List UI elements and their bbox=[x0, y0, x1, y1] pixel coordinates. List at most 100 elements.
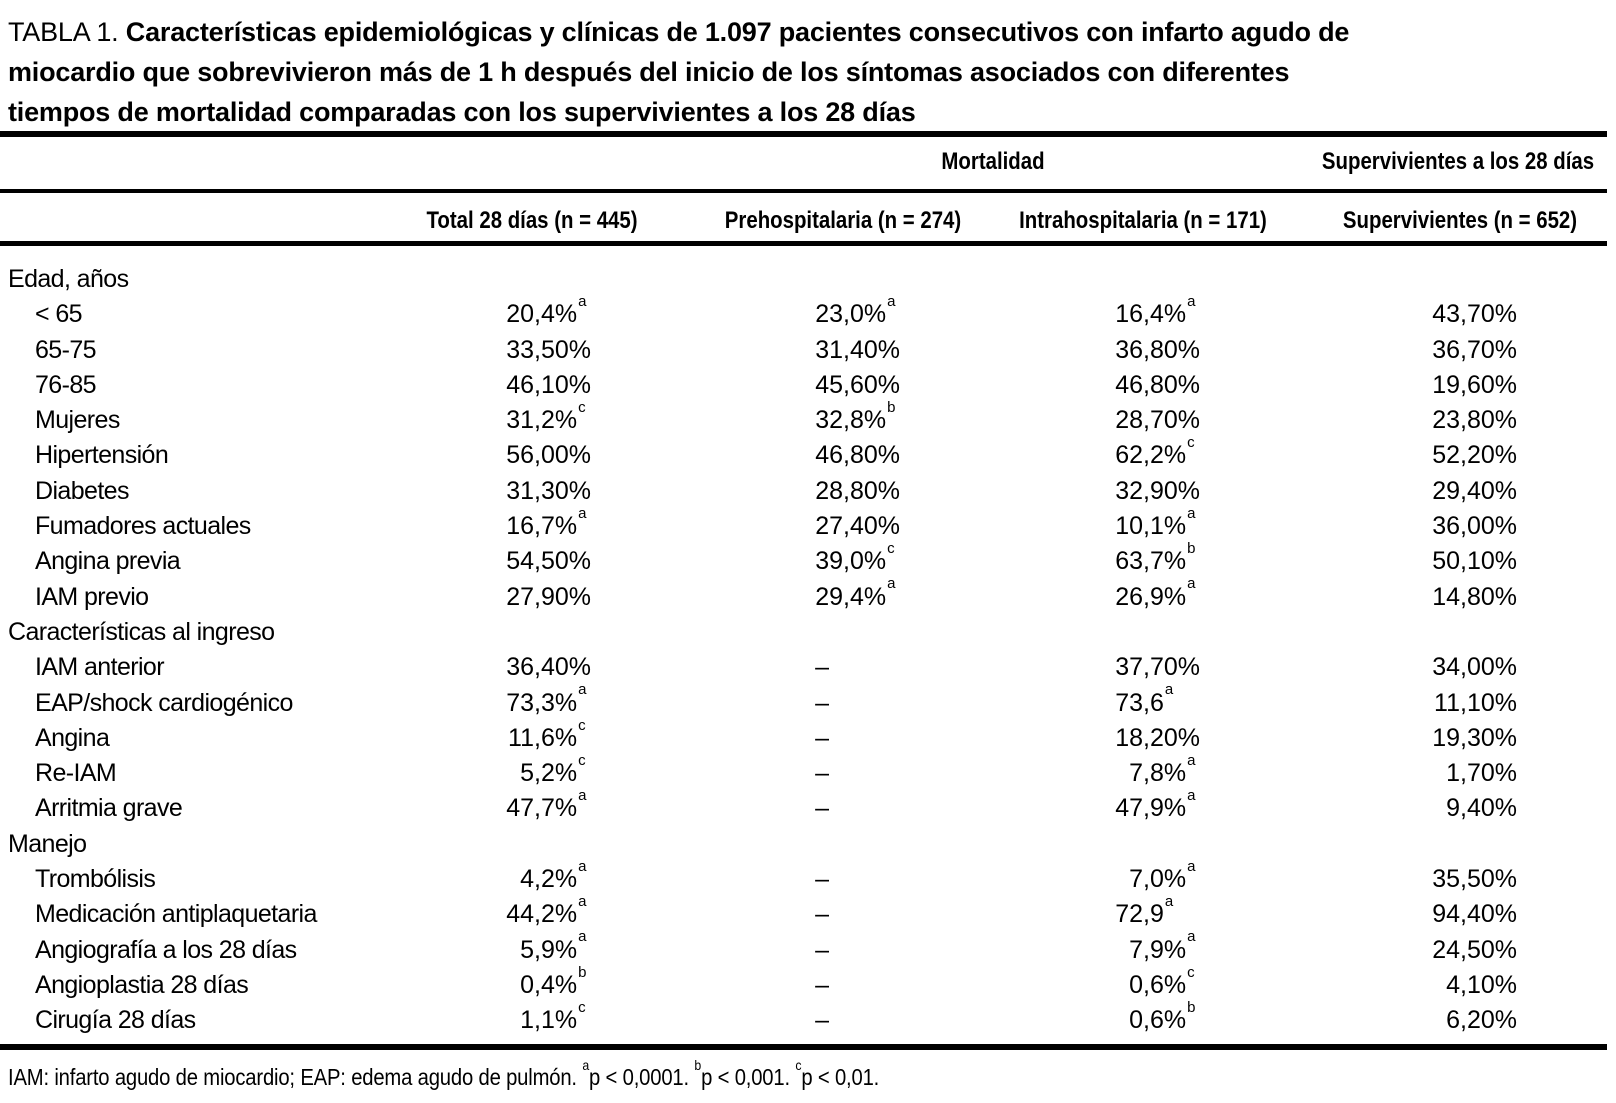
value-cell: 45,60% bbox=[713, 368, 973, 403]
value-integer-part: 34 bbox=[1432, 653, 1460, 682]
value-decimal-part: ,40% bbox=[1460, 476, 1517, 505]
value-decimal-part: ,70% bbox=[1460, 300, 1517, 329]
row-label: Medicación antiplaquetaria bbox=[35, 900, 317, 929]
value-cell: 72,9a bbox=[1013, 894, 1273, 932]
value-cell: 10,1%a bbox=[1013, 504, 1273, 544]
value-cell: 35,50% bbox=[1330, 862, 1590, 897]
value-cell: 26,9%a bbox=[1013, 576, 1273, 615]
value-integer-part: – bbox=[815, 865, 829, 894]
value-decimal-part: ,2%a bbox=[534, 893, 587, 929]
footnote-marker: a bbox=[578, 928, 587, 946]
value-decimal-part: ,90% bbox=[1143, 476, 1200, 505]
value-integer-part: 31 bbox=[815, 335, 843, 364]
value-cell: 5,9%a bbox=[404, 928, 664, 968]
row-label: IAM anterior bbox=[35, 653, 165, 682]
value-integer-part: 47 bbox=[506, 794, 534, 823]
row-label: 76-85 bbox=[35, 370, 97, 399]
value-cell: 14,80% bbox=[1330, 580, 1590, 615]
value-decimal-part: ,30% bbox=[534, 476, 591, 505]
value-decimal-part: ,50% bbox=[534, 335, 591, 364]
value-cell: – bbox=[713, 968, 973, 1003]
value-cell: 34,00% bbox=[1330, 650, 1590, 685]
value-integer-part: 23 bbox=[1432, 406, 1460, 435]
table-row: Fumadores actuales 16,7%a 27,40% 10,1%a 36,0… bbox=[0, 504, 1616, 544]
column-header-total-28-dias: Total 28 días (n = 445) bbox=[426, 207, 638, 234]
value-cell: 39,0%c bbox=[713, 541, 973, 579]
footnote-marker: a bbox=[578, 681, 587, 699]
footnote-marker: a bbox=[1187, 787, 1196, 805]
value-decimal-part: ,6%c bbox=[1143, 963, 1195, 999]
value-integer-part: 27 bbox=[506, 582, 534, 611]
value-decimal-part bbox=[843, 1003, 973, 1038]
value-decimal-part: ,70% bbox=[1460, 759, 1517, 788]
value-decimal-part: ,40% bbox=[843, 512, 900, 541]
table-body: Edad, años < 65 20,4%a 23,0%a 16,4%a 43,70% 65… bbox=[0, 250, 1616, 1039]
row-label: Edad, años bbox=[8, 265, 129, 293]
column-header-intrahospitalaria: Intrahospitalaria (n = 171) bbox=[1019, 207, 1267, 234]
value-integer-part: 18 bbox=[1115, 723, 1143, 752]
value-integer-part: – bbox=[815, 723, 829, 752]
table-section-row: Características al ingreso bbox=[0, 615, 1616, 650]
table-title: TABLA 1. Características epidemiológicas… bbox=[8, 12, 1548, 132]
value-cell: 0,6%b bbox=[1013, 1000, 1273, 1038]
value-cell: 94,40% bbox=[1330, 897, 1590, 932]
value-integer-part: – bbox=[815, 1006, 829, 1035]
rule-under-group-header bbox=[0, 189, 1607, 193]
value-integer-part: 56 bbox=[506, 441, 534, 470]
value-decimal-part: ,1%a bbox=[1143, 504, 1196, 541]
value-integer-part: 4 bbox=[520, 865, 534, 894]
value-cell: 1,1%c bbox=[404, 1000, 664, 1038]
value-integer-part: – bbox=[815, 794, 829, 823]
value-integer-part: 27 bbox=[815, 512, 843, 541]
table-row: EAP/shock cardiogénico 73,3%a –73,6a 11,10% bbox=[0, 681, 1616, 721]
value-decimal-part bbox=[843, 756, 973, 791]
value-cell: 31,40% bbox=[713, 333, 973, 368]
value-decimal-part: ,9%a bbox=[534, 928, 587, 964]
table-row: Angioplastia 28 días 0,4%b –0,6%c 4,10% bbox=[0, 963, 1616, 1003]
table-number: TABLA 1. bbox=[8, 17, 119, 47]
table-section-row: Manejo bbox=[0, 827, 1616, 862]
row-label: Re-IAM bbox=[35, 759, 117, 788]
footnote-marker: a bbox=[578, 292, 587, 310]
value-integer-part: 46 bbox=[815, 441, 843, 470]
value-integer-part: 45 bbox=[815, 370, 843, 399]
value-cell: 4,2%a bbox=[404, 859, 664, 897]
value-cell: 24,50% bbox=[1330, 933, 1590, 968]
value-integer-part: 0 bbox=[1129, 970, 1143, 999]
value-decimal-part: ,20% bbox=[1460, 441, 1517, 470]
value-cell: 46,80% bbox=[713, 438, 973, 473]
value-decimal-part: ,50% bbox=[534, 547, 591, 576]
value-cell: 63,7%b bbox=[1013, 541, 1273, 579]
value-cell: 7,8%a bbox=[1013, 753, 1273, 791]
value-cell: 43,70% bbox=[1330, 297, 1590, 332]
value-decimal-part: ,80% bbox=[1460, 406, 1517, 435]
value-cell: 4,10% bbox=[1330, 968, 1590, 1003]
footnote-marker: c bbox=[578, 398, 586, 416]
value-cell: 19,60% bbox=[1330, 368, 1590, 403]
value-integer-part: 32 bbox=[1115, 476, 1143, 505]
value-decimal-part: ,4%a bbox=[534, 292, 587, 329]
value-integer-part: 46 bbox=[506, 370, 534, 399]
value-cell: – bbox=[713, 1003, 973, 1038]
value-decimal-part: ,10% bbox=[534, 370, 591, 399]
value-decimal-part: ,7%a bbox=[534, 504, 587, 541]
value-decimal-part bbox=[843, 791, 973, 826]
value-integer-part: 23 bbox=[815, 300, 843, 329]
value-cell: 36,70% bbox=[1330, 333, 1590, 368]
value-decimal-part: ,4%a bbox=[843, 575, 896, 611]
value-decimal-part: ,00% bbox=[1460, 512, 1517, 541]
table-row: Cirugía 28 días 1,1%c – 0,6%b 6,20% bbox=[0, 1000, 1616, 1038]
value-cell: – bbox=[713, 791, 973, 826]
value-cell: – bbox=[713, 756, 973, 791]
footnote-marker: b bbox=[578, 963, 587, 981]
value-decimal-part: ,6a bbox=[1143, 681, 1174, 717]
value-cell: 0,4%b bbox=[404, 965, 664, 1003]
value-decimal-part: ,50% bbox=[1460, 935, 1517, 964]
footnote-marker: a bbox=[1187, 751, 1196, 769]
value-cell: 36,00% bbox=[1330, 509, 1590, 544]
value-decimal-part bbox=[843, 862, 973, 897]
row-label: < 65 bbox=[35, 300, 83, 329]
table-row: 65-75 33,50% 31,40% 36,80% 36,70% bbox=[0, 333, 1616, 368]
value-cell: 27,40% bbox=[713, 509, 973, 544]
value-decimal-part: ,60% bbox=[843, 370, 900, 399]
